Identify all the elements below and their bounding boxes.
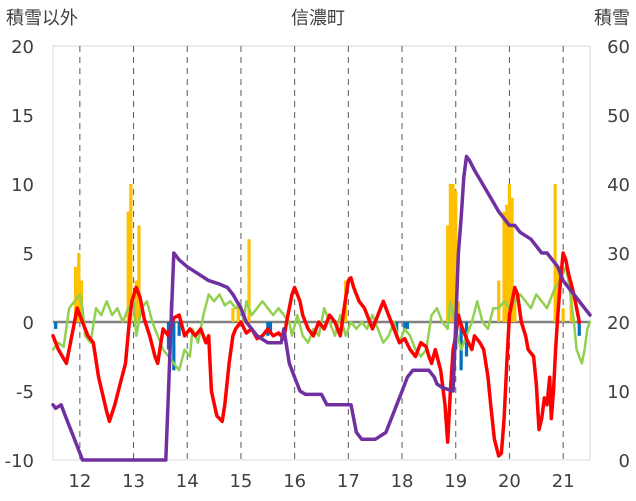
bar-0-23 [553, 184, 557, 322]
x-tick-label: 20 [498, 471, 521, 492]
series-line-7030a0 [51, 154, 592, 462]
x-tick-label: 17 [337, 471, 360, 492]
bar-0-20 [507, 184, 512, 322]
bar-0-6 [137, 225, 141, 322]
left-tick-label: -5 [16, 382, 34, 403]
x-tick-label: 12 [68, 471, 91, 492]
right-tick-label: 40 [607, 175, 630, 196]
x-tick-label: 16 [283, 471, 306, 492]
bar-1-8 [405, 322, 410, 329]
bar-0-22 [513, 294, 517, 322]
bar-0-12 [446, 225, 450, 322]
bar-1-0 [54, 322, 58, 329]
bar-1-3 [177, 322, 181, 336]
bar-0-17 [497, 280, 501, 322]
bar-1-5 [268, 322, 273, 334]
right-tick-label: 50 [607, 106, 630, 127]
bar-0-5 [134, 280, 138, 322]
bar-0-1 [77, 253, 81, 322]
left-axis-ticks: -10 -5 0 5 10 15 20 [5, 37, 34, 472]
bar-0-18 [502, 211, 506, 322]
bar-1-2 [172, 322, 176, 371]
right-tick-label: 60 [607, 37, 630, 58]
bar-0-25 [561, 308, 565, 322]
right-axis-title: 積雪 [594, 8, 630, 29]
bar-0-9 [236, 301, 240, 322]
bar-0-15 [454, 190, 458, 322]
chart-title: 信濃町 [291, 8, 345, 29]
x-tick-label: 18 [391, 471, 414, 492]
bar-0-4 [129, 184, 133, 322]
lines [51, 154, 592, 462]
left-tick-label: 10 [11, 175, 34, 196]
x-tick-label: 21 [552, 471, 575, 492]
bar-1-7 [403, 322, 407, 331]
bar-0-14 [451, 184, 455, 322]
x-axis-ticks: 12 13 14 15 16 17 18 19 20 21 [68, 471, 574, 492]
left-tick-label: -10 [5, 451, 34, 472]
bar-0-16 [456, 301, 461, 322]
bar-0-0 [73, 266, 78, 322]
bar-0-21 [510, 197, 514, 322]
x-tick-label: 19 [444, 471, 467, 492]
series-line-ff0000 [51, 251, 582, 458]
bar-0-13 [448, 184, 452, 322]
left-tick-label: 5 [23, 244, 34, 265]
right-tick-label: 20 [607, 313, 630, 334]
x-tick-label: 15 [229, 471, 252, 492]
plot-frame [52, 45, 591, 461]
bar-0-19 [505, 204, 509, 322]
right-axis-ticks: 0 10 20 30 40 50 60 [607, 37, 630, 472]
x-tick-label: 14 [176, 471, 199, 492]
x-tick-label: 13 [122, 471, 145, 492]
right-tick-label: 30 [607, 244, 630, 265]
left-axis-title: 積雪以外 [6, 8, 78, 29]
bar-0-8 [231, 308, 235, 322]
left-tick-label: 15 [11, 106, 34, 127]
bar-0-3 [126, 211, 130, 322]
bar-0-10 [247, 239, 251, 322]
left-tick-label: 20 [11, 37, 34, 58]
right-tick-label: 10 [607, 382, 630, 403]
left-tick-label: 0 [23, 313, 34, 334]
bar-1-12 [577, 322, 581, 336]
right-tick-label: 0 [619, 451, 630, 472]
